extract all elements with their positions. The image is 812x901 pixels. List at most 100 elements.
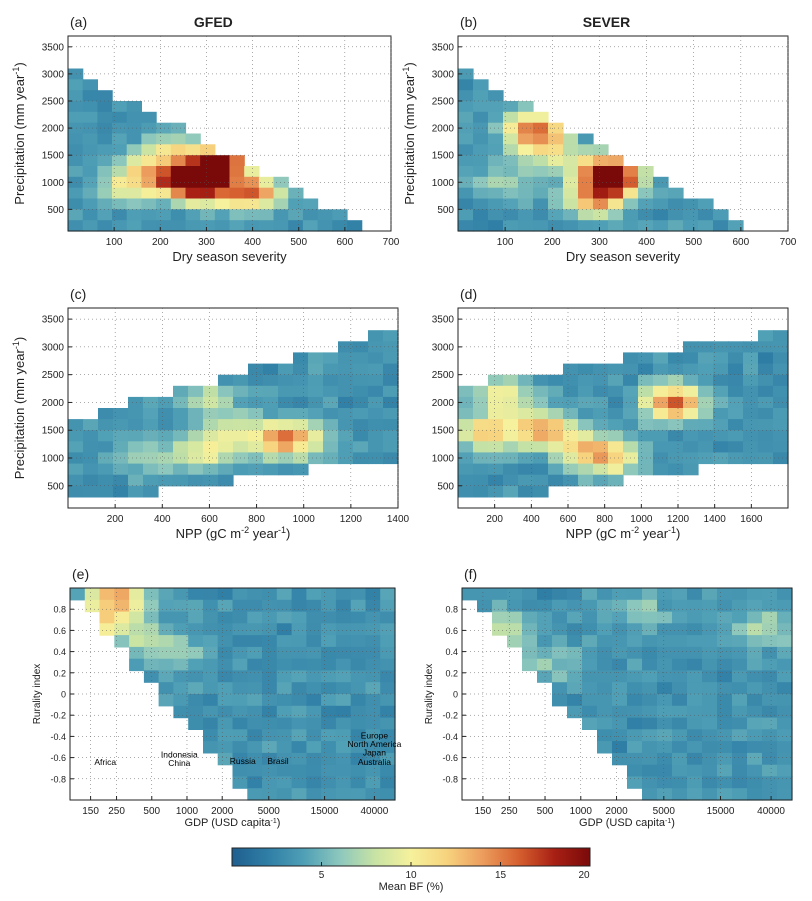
heatmap-cell [488, 111, 504, 124]
heatmap-cell [218, 408, 234, 420]
heatmap-cell [623, 385, 639, 398]
heatmap-cell [672, 646, 688, 660]
x-tick-label: 500 [537, 806, 554, 817]
heatmap-cell [533, 430, 549, 442]
heatmap-cell [335, 752, 352, 766]
heatmap-cell [473, 79, 489, 91]
heatmap-cell [567, 646, 583, 660]
axes-frame [457, 307, 789, 509]
heatmap-cell [653, 176, 669, 189]
heatmap-cell [747, 658, 763, 672]
heatmap-cell [773, 419, 789, 431]
heatmap-cell [698, 352, 714, 365]
heatmap-cell [380, 623, 396, 636]
heatmap-cell [258, 198, 275, 210]
heatmap-cell [203, 430, 219, 442]
heatmap-cell [582, 646, 598, 660]
region-annotation: Indonesia [161, 750, 198, 760]
heatmap-cell [365, 752, 381, 766]
heatmap-cell [365, 658, 381, 672]
heatmap-cell [653, 187, 669, 200]
heatmap-cells [458, 68, 744, 232]
heatmap-cell [156, 187, 172, 200]
heatmap-cell [638, 374, 654, 387]
y-axis-label: Precipitation (mm year-1) [11, 62, 27, 204]
heatmap-cell [383, 396, 399, 409]
heatmap-cell [458, 396, 474, 409]
heatmap-cell [380, 694, 396, 707]
heatmap-cell [158, 658, 174, 672]
y-tick-label: -0.6 [50, 753, 66, 763]
heatmap-cell [582, 682, 598, 695]
heatmap-cell [321, 623, 337, 636]
heatmap-cell [247, 670, 263, 683]
heatmap-cell [597, 599, 613, 613]
heatmap-cell [353, 419, 369, 431]
heatmap-cell [306, 588, 322, 601]
heatmap-cell [593, 166, 609, 178]
heatmap-cell [518, 430, 534, 442]
heatmap-cell [593, 155, 609, 167]
y-axis-label: Rurality index [32, 664, 43, 725]
heatmap-cell [247, 776, 263, 789]
heatmap-cell [458, 474, 474, 487]
heatmap-cell [368, 396, 384, 409]
heatmap-cell [773, 352, 789, 365]
heatmap-cell [83, 485, 99, 498]
heatmap-cell [578, 363, 594, 376]
heatmap-cell [126, 198, 142, 210]
heatmap-cell [552, 588, 568, 601]
heatmap-cell [773, 330, 789, 342]
heatmap-cell [112, 111, 128, 124]
heatmap-cell [593, 396, 609, 409]
heatmap-cell [578, 396, 594, 409]
region-annotation: Australia [358, 757, 391, 767]
heatmap-cell [713, 441, 729, 453]
heatmap-cell [488, 209, 504, 221]
heatmap-cell [668, 209, 684, 221]
heatmap-cell [552, 623, 568, 636]
heatmap-cell [488, 220, 504, 232]
heatmap-cell [158, 670, 174, 683]
heatmap-cell [128, 396, 144, 409]
heatmap-cell [306, 694, 322, 707]
colorbar-tick-label: 20 [578, 870, 590, 881]
heatmap-cell [672, 705, 688, 719]
heatmap-cell [702, 670, 718, 683]
heatmap-cell [321, 741, 337, 754]
heatmap-cell [128, 474, 144, 487]
heatmap-cell [368, 352, 384, 365]
heatmap-cell [548, 430, 564, 442]
heatmap-cell [507, 611, 523, 624]
heatmap-cell [473, 430, 489, 442]
heatmap-cell [113, 408, 129, 420]
heatmap-cell [247, 599, 263, 613]
heatmap-cell [173, 670, 189, 683]
heatmap-cell [203, 646, 219, 660]
y-tick-label: 2500 [42, 370, 65, 381]
heatmap-cell [473, 111, 489, 124]
heatmap-cell [383, 385, 399, 398]
heatmap-cell [702, 694, 718, 707]
heatmap-cell [141, 166, 157, 178]
heatmap-cell [291, 635, 307, 648]
heatmap-cell [200, 176, 216, 189]
heatmap-cell [473, 155, 489, 167]
heatmap-cell [762, 776, 778, 789]
heatmap-cell [488, 430, 504, 442]
heatmap-cell [702, 776, 718, 789]
heatmap-cell [687, 729, 703, 742]
heatmap-cell [291, 717, 307, 730]
heatmap-cell [248, 419, 264, 431]
heatmap-cell [278, 396, 294, 409]
heatmap-cell [350, 694, 367, 707]
heatmap-cell [627, 729, 643, 742]
heatmap-cell [623, 441, 639, 453]
heatmap-cell [365, 611, 381, 624]
heatmap-cell [552, 682, 568, 695]
heatmap-cell [68, 68, 84, 80]
x-tick-label: 400 [244, 237, 261, 248]
heatmap-cell [608, 396, 624, 409]
heatmap-cell [323, 430, 339, 442]
heatmap-cell [188, 611, 204, 624]
